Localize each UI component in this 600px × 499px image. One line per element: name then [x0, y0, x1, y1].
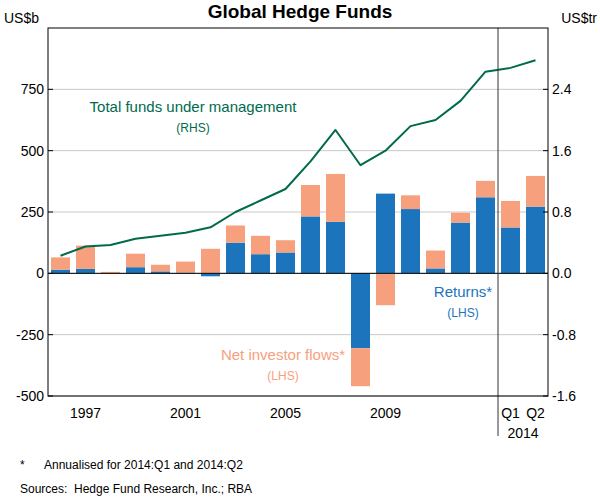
- bar: [376, 273, 395, 305]
- bar: [126, 267, 145, 273]
- tick: [48, 212, 53, 213]
- axis-note: (RHS): [176, 121, 209, 135]
- plot-area: [51, 60, 545, 386]
- grid-line: [48, 89, 548, 90]
- bar: [76, 269, 95, 273]
- grid-line: [48, 273, 548, 274]
- tick: [48, 273, 53, 274]
- bar: [351, 273, 370, 348]
- tick-label: -250: [16, 327, 44, 343]
- tick-label: -500: [16, 388, 44, 404]
- tick: [543, 150, 548, 151]
- footnote: Sources: Hedge Fund Research, Inc.; RBA: [20, 482, 252, 496]
- separator: [498, 28, 499, 436]
- series-label: Total funds under management: [90, 98, 298, 115]
- bar: [251, 254, 270, 273]
- tick-label: 1.6: [552, 143, 572, 159]
- bar: [451, 213, 470, 223]
- bar: [276, 252, 295, 273]
- axis-note: (LHS): [447, 306, 478, 320]
- grid-line: [48, 334, 548, 335]
- bar: [201, 249, 220, 274]
- tick-label: 0.8: [552, 204, 572, 220]
- tick-label: -1.6: [552, 388, 576, 404]
- group-label: 2014: [507, 425, 538, 441]
- bar: [476, 181, 495, 197]
- bar: [151, 265, 170, 272]
- bar: [351, 348, 370, 386]
- bar: [301, 185, 320, 216]
- tick: [48, 396, 53, 397]
- bar: [51, 270, 70, 274]
- tick: [543, 273, 548, 274]
- tick-label: 500: [21, 143, 45, 159]
- bar: [326, 222, 345, 274]
- tick-label: 250: [21, 204, 45, 220]
- tick-label: -0.8: [552, 327, 576, 343]
- footnote: * Annualised for 2014:Q1 and 2014:Q2: [20, 458, 243, 472]
- category-label: 1997: [70, 405, 101, 421]
- bar: [501, 201, 520, 227]
- bar: [501, 227, 520, 273]
- tick: [543, 212, 548, 213]
- bar: [426, 251, 445, 269]
- bar: [301, 216, 320, 273]
- tick: [48, 150, 53, 151]
- line: [61, 60, 536, 256]
- tick: [543, 396, 548, 397]
- series-label: Net investor flows*: [221, 346, 345, 363]
- chart: -500 -250 0 250 500 750 -1.6 -0.8 0.0 0.8 1.6 2.4 19…: [0, 0, 600, 499]
- tick: [48, 89, 53, 90]
- zero-line: [48, 273, 548, 274]
- category-label: 2001: [170, 405, 201, 421]
- bar: [176, 262, 195, 273]
- tick: [543, 89, 548, 90]
- category-label: 2005: [270, 405, 301, 421]
- bar: [476, 197, 495, 273]
- bar: [526, 207, 545, 274]
- category-label: Q1: [501, 405, 520, 421]
- axis-label: US$tr: [561, 10, 597, 26]
- tick-label: 750: [21, 81, 45, 97]
- bar: [376, 194, 395, 274]
- bar: [51, 257, 70, 269]
- bar: [426, 268, 445, 273]
- bar: [251, 236, 270, 254]
- bar: [226, 225, 245, 242]
- tick-label: 0: [36, 265, 44, 281]
- category-label: Q2: [526, 405, 545, 421]
- plot-frame: [48, 28, 548, 396]
- tick-label: 2.4: [552, 81, 572, 97]
- bar: [276, 240, 295, 252]
- axis-note: (LHS): [267, 369, 298, 383]
- bar: [401, 195, 420, 209]
- tick: [543, 334, 548, 335]
- title: Global Hedge Funds: [208, 1, 393, 22]
- bar: [226, 243, 245, 274]
- bar: [326, 174, 345, 222]
- category-label: 2009: [370, 405, 401, 421]
- bar: [401, 209, 420, 273]
- tick-label: 0.0: [552, 265, 572, 281]
- axis-label: US$b: [4, 10, 39, 26]
- bar: [126, 254, 145, 267]
- grid-line: [48, 150, 548, 151]
- bar: [526, 176, 545, 207]
- series-label: Returns*: [434, 283, 493, 300]
- tick: [48, 334, 53, 335]
- bar: [451, 223, 470, 274]
- grid-line: [48, 212, 548, 213]
